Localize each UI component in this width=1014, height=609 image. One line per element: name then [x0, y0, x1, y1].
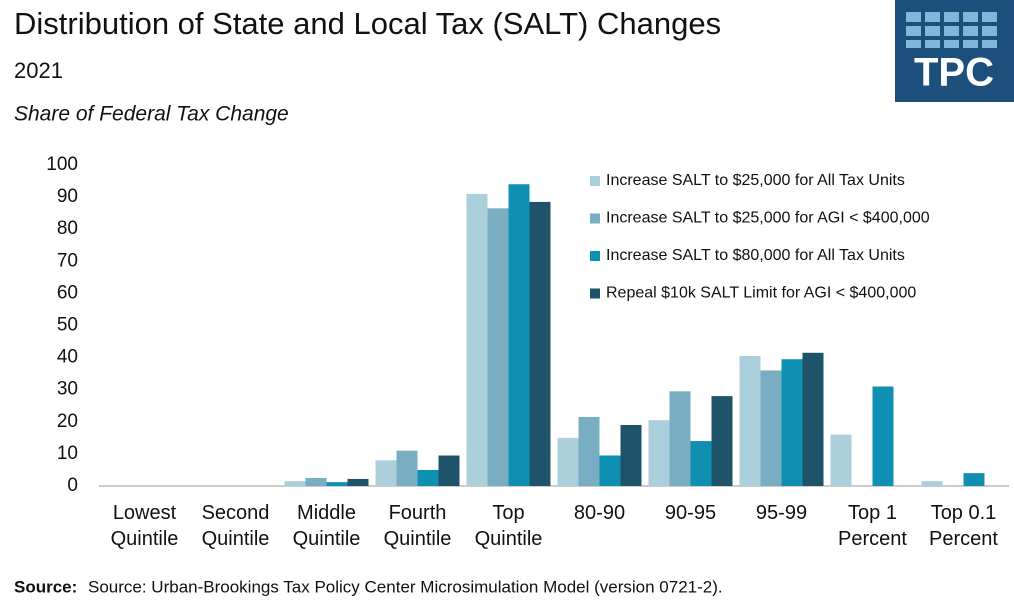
- bar: [921, 481, 943, 486]
- legend-label: Increase SALT to $25,000 for AGI < $400,…: [606, 210, 930, 227]
- x-tick-label: Lowest Quintile: [110, 502, 179, 550]
- bar: [487, 208, 509, 486]
- source-label: Source:: [14, 577, 77, 596]
- bar: [438, 455, 460, 486]
- y-tick-label: 30: [57, 379, 78, 400]
- bar: [739, 355, 761, 486]
- bar: [620, 425, 642, 486]
- x-tick-label: 90-95: [664, 502, 717, 524]
- bar: [578, 416, 600, 486]
- source-text: Source: Urban-Brookings Tax Policy Cente…: [88, 577, 723, 596]
- bar: [326, 482, 348, 486]
- bar: [284, 481, 306, 486]
- x-tick-label: Second Quintile: [201, 502, 270, 550]
- y-tick-label: 80: [57, 218, 78, 239]
- bar: [529, 201, 551, 487]
- bar: [396, 450, 418, 486]
- chart-title: Distribution of State and Local Tax (SAL…: [14, 6, 721, 41]
- bar: [669, 391, 691, 486]
- x-tick-label: Top 0.1 Percent: [929, 502, 998, 550]
- x-tick-label: 95-99: [755, 502, 808, 524]
- y-tick-label: 60: [57, 282, 78, 303]
- legend-label: Repeal $10k SALT Limit for AGI < $400,00…: [606, 285, 916, 302]
- bar: [508, 184, 530, 486]
- y-axis-title: Share of Federal Tax Change: [14, 103, 289, 126]
- bar: [711, 396, 733, 486]
- legend-swatch: [590, 176, 600, 186]
- bar: [830, 434, 852, 486]
- x-tick-label: Top 1 Percent: [838, 502, 907, 550]
- y-tick-label: 90: [57, 186, 78, 207]
- bar: [557, 437, 579, 486]
- chart-subtitle: 2021: [14, 58, 63, 83]
- bar: [417, 469, 439, 486]
- y-tick-label: 40: [57, 347, 78, 368]
- legend-swatch: [590, 213, 600, 224]
- bar: [963, 473, 985, 486]
- bar: [760, 370, 782, 486]
- x-tick-label: Fourth Quintile: [383, 502, 452, 550]
- bar: [872, 386, 894, 486]
- legend-label: Increase SALT to $80,000 for All Tax Uni…: [606, 247, 905, 264]
- bar: [305, 477, 327, 486]
- y-tick-label: 10: [57, 443, 78, 464]
- y-tick-label: 0: [67, 475, 78, 496]
- logo: TPC: [895, 0, 1014, 102]
- bar: [347, 478, 369, 486]
- y-tick-label: 100: [46, 154, 78, 175]
- x-tick-label: 80-90: [573, 502, 626, 524]
- y-tick-label: 20: [57, 411, 78, 432]
- bar: [690, 441, 712, 486]
- bar: [466, 193, 488, 486]
- legend-label: Increase SALT to $25,000 for All Tax Uni…: [606, 172, 905, 189]
- bar: [375, 460, 397, 486]
- bar: [781, 359, 803, 486]
- y-tick-label: 50: [57, 315, 78, 336]
- y-tick-label: 70: [57, 250, 78, 271]
- bar: [802, 352, 824, 486]
- legend-swatch: [590, 288, 600, 299]
- x-tick-label: Top Quintile: [474, 502, 543, 550]
- legend-swatch: [590, 251, 600, 261]
- logo-grid: [906, 12, 997, 48]
- logo-text: TPC: [914, 51, 994, 95]
- bar: [599, 455, 621, 486]
- x-tick-label: Middle Quintile: [292, 502, 361, 550]
- bar: [648, 420, 670, 486]
